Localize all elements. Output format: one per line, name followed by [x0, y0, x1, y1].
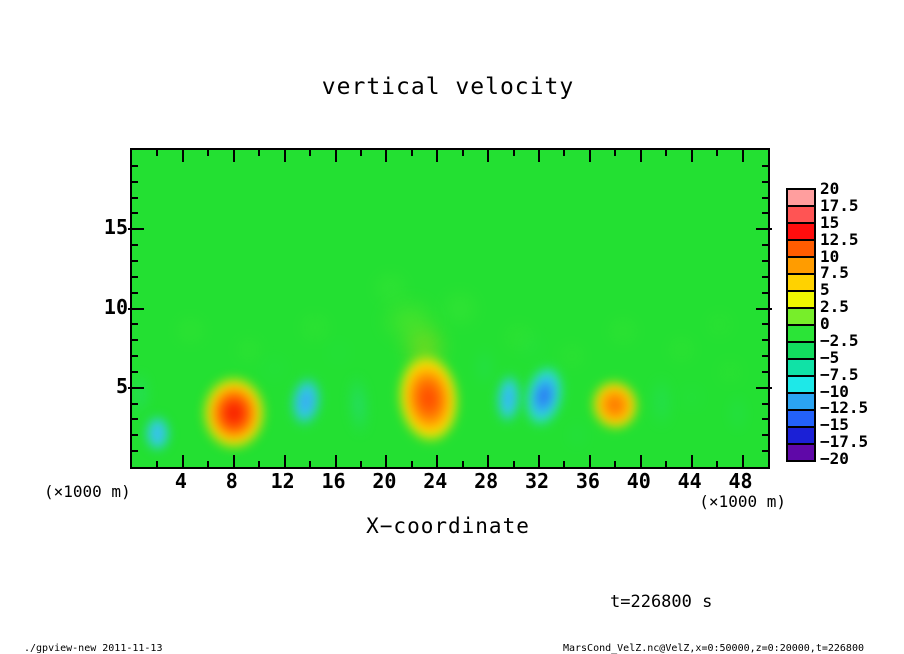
x-tick-label: 28 [474, 469, 499, 493]
heatmap-field [132, 150, 768, 467]
mint-mottle [513, 329, 550, 364]
green-mottle [661, 329, 702, 371]
green-mottle [368, 289, 450, 353]
footer-file-text: MarsCond_VelZ.nc@VelZ,x=0:50000,z=0:2000… [562, 643, 864, 654]
colorbar [786, 188, 816, 462]
colorbar-tick-label: 5 [820, 280, 830, 300]
green-mottle [228, 330, 270, 369]
x-tick-label: 4 [174, 469, 187, 493]
x-tick-label: 16 [321, 469, 346, 493]
green-mottle [600, 308, 646, 353]
x-tick-label: 32 [524, 469, 550, 493]
z-axis-tick-labels: 5 10 15 [88, 148, 128, 465]
colorbar-tick-label: −2.5 [820, 330, 859, 350]
green-mottle [495, 314, 542, 360]
z-tick-label: 15 [103, 215, 128, 240]
time-annotation: t=226800 s [610, 592, 713, 612]
colorbar-cell [788, 343, 814, 360]
colorbar-cell [788, 207, 814, 224]
colorbar-tick-label: −12.5 [820, 398, 869, 418]
colorbar-tick-label: 10 [820, 246, 840, 266]
green-mottle [712, 352, 748, 391]
colorbar-tick-label: −5 [820, 347, 840, 367]
colorbar-tick-label: 2.5 [820, 297, 849, 317]
x-tick-label: 12 [270, 469, 295, 493]
colorbar-tick-label: 7.5 [820, 263, 849, 283]
green-mottle [432, 279, 489, 338]
z-axis-unit-label: (×1000 m) [44, 482, 131, 501]
x-tick-label: 36 [575, 469, 600, 493]
colorbar-tick-label: 20 [820, 179, 840, 198]
colorbar-cell [788, 360, 814, 377]
colorbar-cell [788, 394, 814, 411]
colorbar-tick-label: 12.5 [820, 229, 859, 249]
x-tick-label: 40 [626, 469, 651, 493]
colorbar-cell [788, 428, 814, 445]
downdraft-blob-a [140, 409, 174, 458]
z-tick-label: 5 [115, 373, 128, 398]
z-tick-label: 10 [103, 294, 128, 319]
x-axis-tick-labels: 4 8 12 16 20 24 28 32 36 40 44 48 [130, 469, 770, 493]
footer-command-text: ./gpview-new 2011-11-13 [24, 643, 163, 654]
cyan-streak [727, 384, 748, 442]
mint-mottle [321, 335, 355, 371]
colorbar-labels: 20 17.5 15 12.5 10 7.5 5 2.5 0 −2.5 −5 −7.5 −10 −12.5… [820, 179, 890, 468]
colorbar-cell [788, 275, 814, 292]
x-tick-label: 20 [372, 469, 397, 493]
x-axis-title: X−coordinate [366, 514, 530, 538]
colorbar-cell [788, 224, 814, 241]
colorbar-cell [788, 190, 814, 207]
cyan-streak [474, 338, 495, 396]
plot-title: vertical velocity [321, 74, 575, 100]
colorbar-cell [788, 241, 814, 258]
x-tick-label: 44 [677, 469, 702, 493]
mint-mottle [256, 351, 293, 387]
cyan-streak [132, 362, 153, 426]
updraft-blob-c [580, 368, 651, 442]
colorbar-tick-label: −10 [820, 381, 849, 401]
updraft-blob-a [196, 370, 271, 456]
mint-mottle [675, 379, 709, 415]
green-mottle [551, 337, 593, 376]
green-mottle [167, 310, 214, 352]
colorbar-tick-label: 17.5 [820, 195, 859, 215]
colorbar-cell [788, 411, 814, 428]
colorbar-cell [788, 292, 814, 309]
updraft-halo-b [394, 314, 456, 379]
green-mottle [364, 264, 416, 312]
green-mottle [292, 305, 339, 350]
x-tick-label: 24 [423, 469, 448, 493]
green-mottle [699, 303, 740, 345]
x-tick-label: 8 [225, 469, 238, 493]
x-axis-unit-label: (×1000 m) [699, 492, 786, 511]
colorbar-tick-label: −20 [820, 449, 849, 468]
cyan-streak [564, 416, 590, 455]
colorbar-tick-label: 15 [820, 212, 840, 232]
colorbar-tick-label: −15 [820, 415, 849, 435]
x-tick-label: 48 [728, 469, 753, 493]
cyan-streak [342, 361, 375, 449]
colorbar-cell [788, 377, 814, 394]
colorbar-cell [788, 445, 814, 460]
plot-area [128, 148, 772, 469]
colorbar-tick-label: −7.5 [820, 364, 859, 384]
colorbar-tick-label: −17.5 [820, 432, 869, 452]
colorbar-cell [788, 309, 814, 326]
cyan-streak [649, 365, 673, 439]
colorbar-cell [788, 258, 814, 275]
colorbar-tick-label: 0 [820, 314, 830, 333]
colorbar-cell [788, 326, 814, 343]
